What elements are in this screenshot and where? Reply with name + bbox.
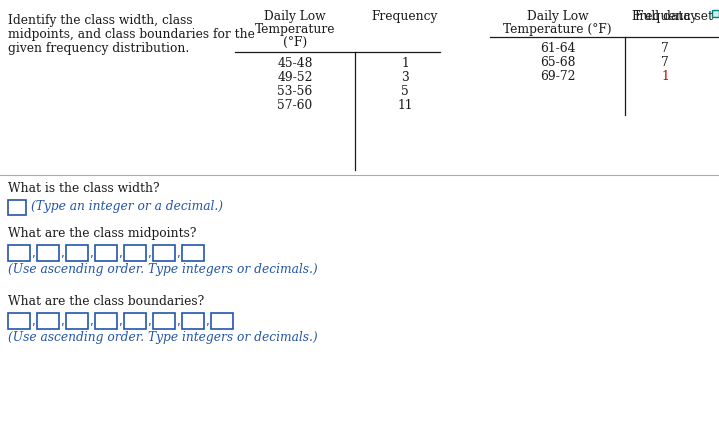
Text: midpoints, and class boundaries for the: midpoints, and class boundaries for the: [8, 28, 255, 41]
Text: Daily Low: Daily Low: [264, 10, 326, 23]
FancyBboxPatch shape: [124, 313, 146, 329]
FancyBboxPatch shape: [37, 245, 59, 261]
Text: Frequency: Frequency: [632, 10, 698, 23]
Text: ,: ,: [118, 247, 122, 260]
FancyBboxPatch shape: [211, 313, 233, 329]
Text: Frequency: Frequency: [372, 10, 438, 23]
FancyBboxPatch shape: [37, 313, 59, 329]
Text: 11: 11: [398, 99, 413, 112]
Text: ,: ,: [147, 247, 151, 260]
Text: ,: ,: [176, 315, 180, 328]
Text: ,: ,: [89, 315, 93, 328]
Text: 53-56: 53-56: [278, 85, 313, 98]
Text: ,: ,: [60, 315, 64, 328]
Text: What are the class midpoints?: What are the class midpoints?: [8, 227, 196, 240]
Text: Identify the class width, class: Identify the class width, class: [8, 14, 193, 27]
FancyBboxPatch shape: [95, 245, 117, 261]
Text: 69-72: 69-72: [540, 70, 575, 83]
Text: Full data set: Full data set: [635, 10, 713, 23]
Text: (Use ascending order. Type integers or decimals.): (Use ascending order. Type integers or d…: [8, 263, 318, 276]
FancyBboxPatch shape: [8, 313, 30, 329]
Text: ,: ,: [31, 315, 35, 328]
Text: 45-48: 45-48: [278, 57, 313, 70]
Text: 3: 3: [401, 71, 409, 84]
Text: Temperature: Temperature: [255, 23, 335, 36]
FancyBboxPatch shape: [66, 245, 88, 261]
Text: 49-52: 49-52: [278, 71, 313, 84]
Text: 5: 5: [401, 85, 409, 98]
Text: (°F): (°F): [283, 36, 307, 49]
Text: (Use ascending order. Type integers or decimals.): (Use ascending order. Type integers or d…: [8, 331, 318, 344]
FancyBboxPatch shape: [182, 313, 204, 329]
FancyBboxPatch shape: [153, 245, 175, 261]
FancyBboxPatch shape: [153, 313, 175, 329]
Text: (Type an integer or a decimal.): (Type an integer or a decimal.): [31, 200, 223, 213]
FancyBboxPatch shape: [182, 245, 204, 261]
Text: 1: 1: [401, 57, 409, 70]
FancyBboxPatch shape: [712, 10, 719, 17]
Text: ,: ,: [205, 315, 209, 328]
Text: given frequency distribution.: given frequency distribution.: [8, 42, 189, 55]
Text: ,: ,: [31, 247, 35, 260]
Text: ,: ,: [176, 247, 180, 260]
Text: 7: 7: [661, 42, 669, 55]
FancyBboxPatch shape: [95, 313, 117, 329]
FancyBboxPatch shape: [8, 200, 26, 215]
Text: What is the class width?: What is the class width?: [8, 182, 160, 195]
Text: ,: ,: [147, 315, 151, 328]
FancyBboxPatch shape: [66, 313, 88, 329]
Text: 57-60: 57-60: [278, 99, 313, 112]
Text: ,: ,: [89, 247, 93, 260]
Text: Daily Low: Daily Low: [527, 10, 588, 23]
Text: ,: ,: [118, 315, 122, 328]
Text: 7: 7: [661, 56, 669, 69]
Text: 65-68: 65-68: [540, 56, 575, 69]
Text: What are the class boundaries?: What are the class boundaries?: [8, 295, 204, 308]
FancyBboxPatch shape: [124, 245, 146, 261]
Text: 61-64: 61-64: [540, 42, 575, 55]
Text: Temperature (°F): Temperature (°F): [503, 23, 612, 36]
Text: ,: ,: [60, 247, 64, 260]
Text: 1: 1: [661, 70, 669, 83]
FancyBboxPatch shape: [8, 245, 30, 261]
